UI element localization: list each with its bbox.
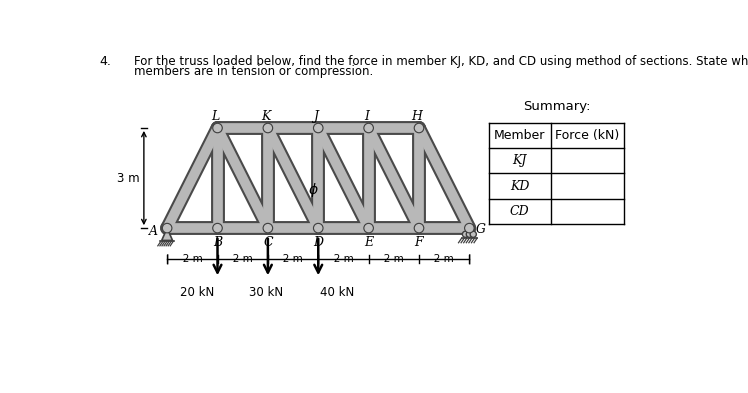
Circle shape <box>415 225 423 231</box>
Circle shape <box>214 225 221 231</box>
Circle shape <box>213 224 222 233</box>
Circle shape <box>263 224 272 233</box>
Circle shape <box>213 123 222 132</box>
Circle shape <box>462 231 468 237</box>
Text: B: B <box>213 236 222 249</box>
Text: Force (kN): Force (kN) <box>556 129 619 142</box>
Text: K: K <box>261 110 270 123</box>
Text: F: F <box>414 236 423 249</box>
Text: Member: Member <box>494 129 545 142</box>
Text: -2 m-: -2 m- <box>229 254 257 264</box>
Circle shape <box>264 225 272 231</box>
Text: For the truss loaded below, find the force in member ​KJ​, ​KD​, and ​CD​ using : For the truss loaded below, find the for… <box>134 55 748 68</box>
Circle shape <box>415 125 423 132</box>
Text: 30 kN: 30 kN <box>249 286 283 299</box>
Circle shape <box>162 224 172 233</box>
Text: |: | <box>468 253 471 264</box>
Text: A: A <box>149 225 158 238</box>
Text: KD: KD <box>510 180 530 193</box>
Text: members are in tension or compression.: members are in tension or compression. <box>134 65 373 78</box>
Text: D: D <box>313 236 323 249</box>
Text: KJ: KJ <box>512 154 527 167</box>
Text: CD: CD <box>510 205 530 218</box>
Text: I: I <box>364 110 369 123</box>
Circle shape <box>470 231 476 237</box>
Text: -2 m-: -2 m- <box>279 254 307 264</box>
Text: J: J <box>313 110 319 123</box>
Circle shape <box>214 125 221 132</box>
Circle shape <box>465 224 474 233</box>
Text: |: | <box>165 253 169 264</box>
Text: 40 kN: 40 kN <box>320 286 354 299</box>
Circle shape <box>315 125 322 132</box>
Text: 20 kN: 20 kN <box>180 286 215 299</box>
Text: -2 m-: -2 m- <box>179 254 206 264</box>
Text: 3 m: 3 m <box>117 172 140 185</box>
Circle shape <box>313 224 323 233</box>
Text: -2 m-: -2 m- <box>330 254 358 264</box>
Polygon shape <box>162 228 173 241</box>
Text: E: E <box>364 236 373 249</box>
Text: -2 m-: -2 m- <box>430 254 458 264</box>
Circle shape <box>414 123 423 132</box>
Circle shape <box>315 225 322 231</box>
Circle shape <box>466 231 473 237</box>
Circle shape <box>414 224 423 233</box>
Text: 4.: 4. <box>99 55 111 68</box>
Circle shape <box>263 123 272 132</box>
Text: Summary:: Summary: <box>523 100 590 113</box>
Text: C: C <box>263 236 273 249</box>
Circle shape <box>364 224 373 233</box>
Text: L: L <box>211 110 219 123</box>
Text: $\phi$: $\phi$ <box>308 181 319 198</box>
Circle shape <box>164 225 171 231</box>
Circle shape <box>264 125 272 132</box>
Circle shape <box>364 123 373 132</box>
Circle shape <box>466 225 473 231</box>
Text: -2 m-: -2 m- <box>380 254 408 264</box>
Circle shape <box>365 225 372 231</box>
Text: H: H <box>411 110 422 123</box>
Circle shape <box>365 125 372 132</box>
Circle shape <box>313 123 323 132</box>
Text: G: G <box>476 223 485 236</box>
